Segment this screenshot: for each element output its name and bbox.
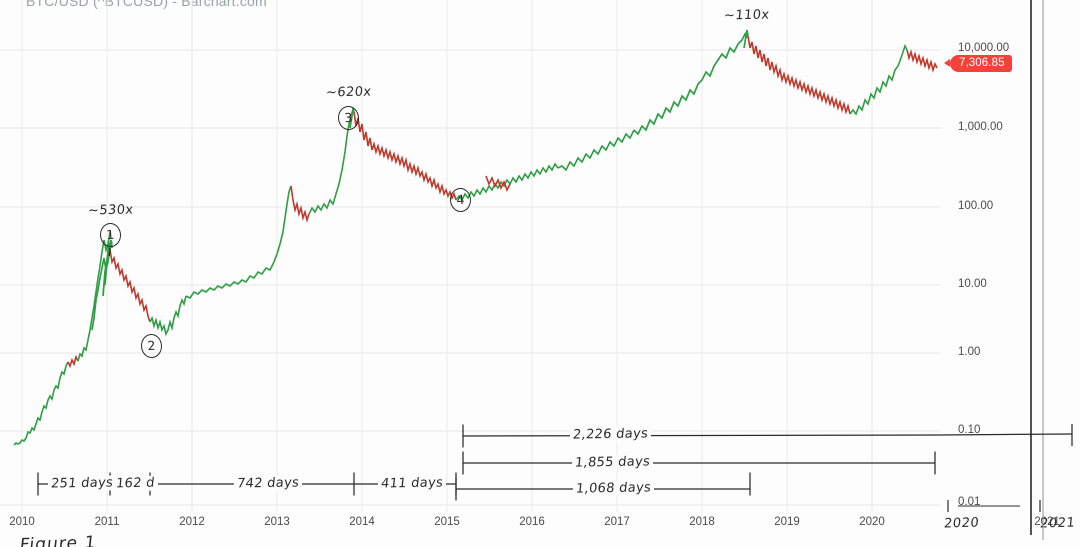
year-tick-2012: 2012 [179,516,205,528]
year-tick-2014: 2014 [349,516,375,528]
price-tick-1: 1.00 [958,346,981,358]
chart-gridlines [0,0,940,512]
last-price-tag[interactable]: 7,306.85 [944,55,1012,72]
price-tick-0.01: 0.01 [958,496,981,508]
year-tick-2018: 2018 [689,516,715,528]
year-tick-2021: 2021 [1034,516,1060,528]
price-axis[interactable]: 10,000.00 1,000.00 100.00 10.00 1.00 0.1… [940,0,1080,512]
price-tick-100: 100.00 [958,200,994,212]
year-tick-2020: 2020 [859,516,885,528]
year-tick-2010: 2010 [9,516,35,528]
price-tick-1000: 1,000.00 [958,121,1003,133]
year-tick-2019: 2019 [774,516,800,528]
year-tick-2013: 2013 [264,516,290,528]
year-tick-2016: 2016 [519,516,545,528]
year-tick-2015: 2015 [434,516,460,528]
year-tick-2011: 2011 [94,516,120,528]
price-tick-0.10: 0.10 [958,424,981,436]
time-axis[interactable]: 2010 2011 2012 2013 2014 2015 2016 2017 … [0,512,1080,547]
chart-title: BTC/USD (^BTCUSD) - Barchart.com [26,0,267,9]
chart-plot-area[interactable]: ~530x 1 2 ~620x 3 4 ~110x [0,0,940,512]
year-tick-2017: 2017 [604,516,630,528]
price-tick-10: 10.00 [958,278,987,290]
price-tick-10000: 10,000.00 [958,42,1010,54]
